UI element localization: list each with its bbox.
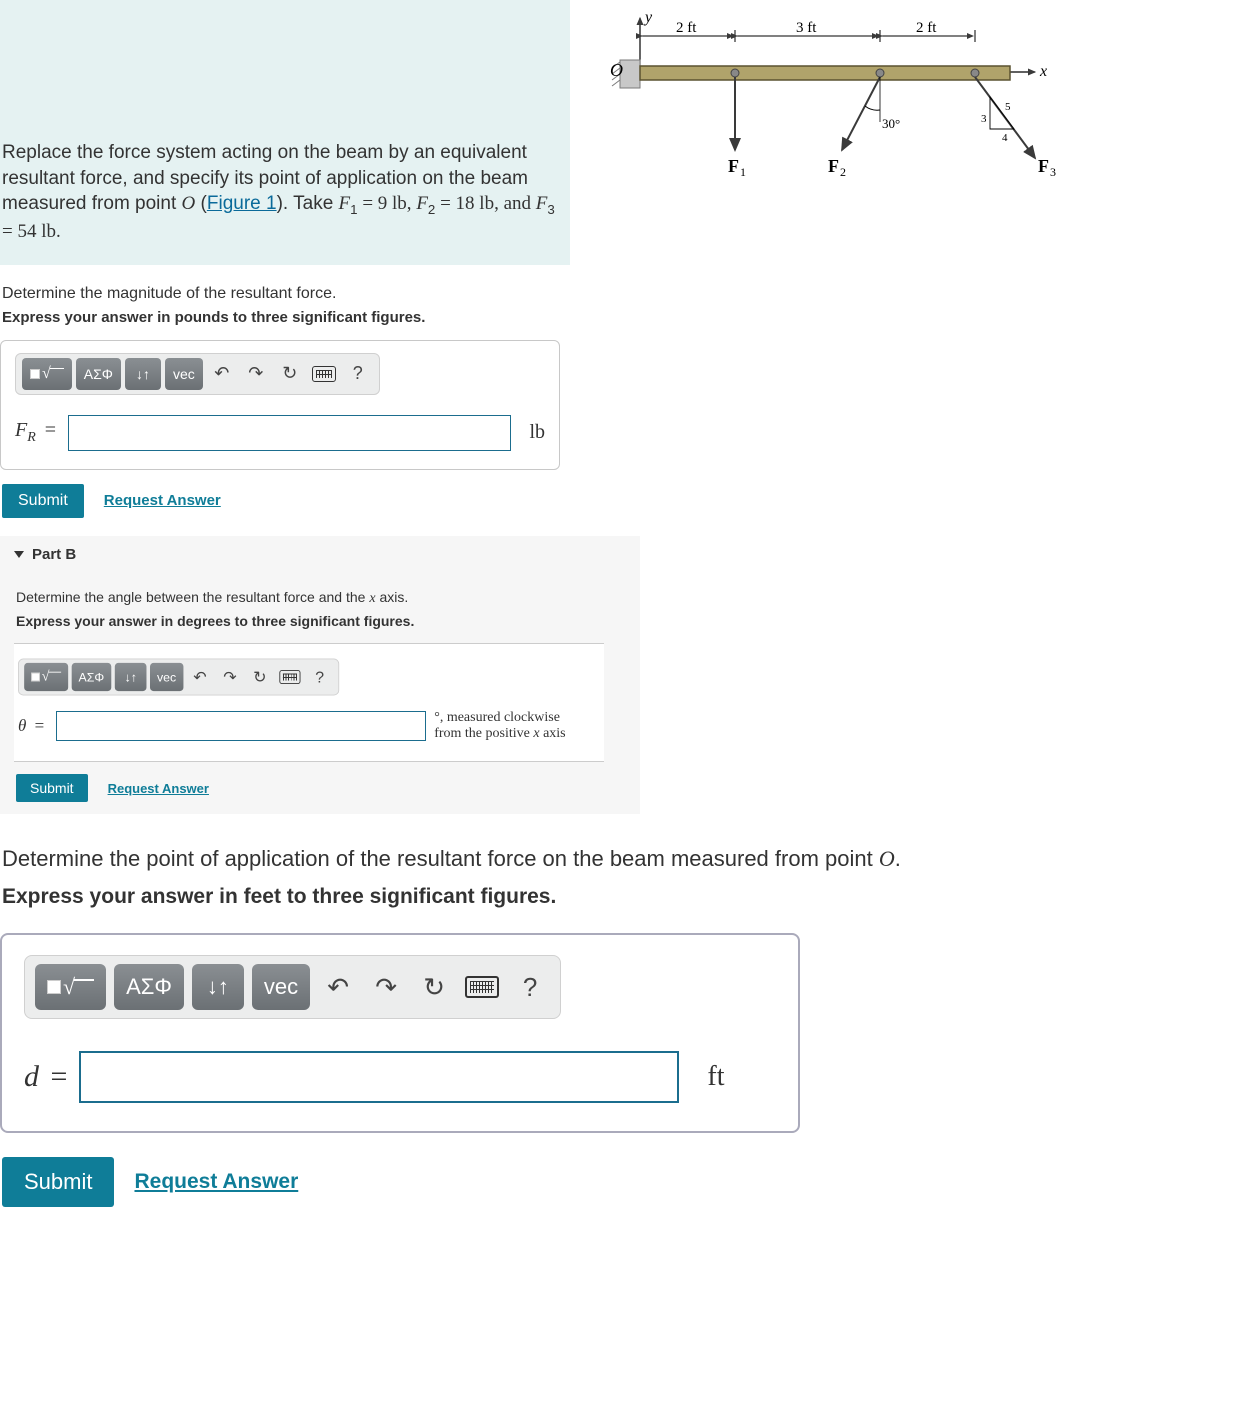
beam-diagram: y x O 2 ft 3 ft bbox=[590, 10, 1070, 210]
dim-1: 2 ft bbox=[676, 20, 697, 36]
part-c-request-answer-link[interactable]: Request Answer bbox=[134, 1170, 298, 1194]
part-c: Determine the point of application of th… bbox=[0, 844, 1241, 1207]
part-c-submit-button[interactable]: Submit bbox=[2, 1157, 114, 1207]
part-a-answer-panel: √ ΑΣΦ ↓↑ vec ↶ ↷ ↻ ? FR = lb bbox=[0, 340, 560, 470]
part-b-title: Part B bbox=[32, 546, 76, 563]
F2-sub: 2 bbox=[840, 165, 846, 179]
keyboard-icon[interactable] bbox=[277, 663, 303, 691]
template-button[interactable]: √ bbox=[24, 663, 68, 691]
f1-var: F bbox=[339, 193, 351, 214]
part-a-submit-button[interactable]: Submit bbox=[2, 484, 84, 518]
redo-button[interactable]: ↷ bbox=[366, 964, 406, 1010]
tri-c: 5 bbox=[1005, 101, 1011, 113]
part-c-input[interactable] bbox=[79, 1051, 679, 1103]
undo-button[interactable]: ↶ bbox=[207, 358, 237, 390]
problem-statement: Replace the force system acting on the b… bbox=[0, 0, 570, 265]
figure: y x O 2 ft 3 ft bbox=[570, 0, 1241, 265]
greek-button[interactable]: ΑΣΦ bbox=[76, 358, 121, 390]
part-b-submit-button[interactable]: Submit bbox=[16, 774, 88, 802]
undo-button[interactable]: ↶ bbox=[318, 964, 358, 1010]
template-button[interactable]: √ bbox=[22, 358, 72, 390]
reset-button[interactable]: ↻ bbox=[414, 964, 454, 1010]
subscript-button[interactable]: ↓↑ bbox=[125, 358, 161, 390]
keyboard-icon[interactable] bbox=[462, 964, 502, 1010]
part-c-toolbar: √ ΑΣΦ ↓↑ vec ↶ ↷ ↻ ? bbox=[24, 955, 561, 1019]
part-a-toolbar: √ ΑΣΦ ↓↑ vec ↶ ↷ ↻ ? bbox=[15, 353, 380, 395]
part-a-request-answer-link[interactable]: Request Answer bbox=[104, 492, 221, 509]
part-b-toolbar: √ ΑΣΦ ↓↑ vec ↶ ↷ ↻ ? bbox=[18, 658, 339, 695]
help-button[interactable]: ? bbox=[343, 358, 373, 390]
chevron-down-icon bbox=[14, 551, 24, 558]
f1-sub: 1 bbox=[350, 202, 357, 217]
tri-a: 3 bbox=[981, 113, 987, 125]
part-c-var: d = bbox=[24, 1060, 71, 1094]
keyboard-icon[interactable] bbox=[309, 358, 339, 390]
vec-button[interactable]: vec bbox=[150, 663, 183, 691]
part-b-answer-panel: √ ΑΣΦ ↓↑ vec ↶ ↷ ↻ ? θ = °, measured clo… bbox=[14, 643, 604, 763]
f3-var: F bbox=[536, 193, 548, 214]
part-c-sub: Express your answer in feet to three sig… bbox=[2, 885, 1241, 909]
part-b-request-answer-link[interactable]: Request Answer bbox=[108, 781, 209, 796]
F1-sub: 1 bbox=[740, 165, 746, 179]
part-a-unit: lb bbox=[529, 421, 545, 444]
part-b-header[interactable]: Part B bbox=[14, 538, 640, 571]
f3-sub: 3 bbox=[547, 202, 554, 217]
F2-label: F bbox=[828, 156, 839, 176]
part-b-var: θ = bbox=[18, 716, 48, 736]
dim-2: 3 ft bbox=[796, 20, 817, 36]
part-b-sub: Express your answer in degrees to three … bbox=[16, 613, 640, 629]
problem-after-link: . Take bbox=[283, 193, 339, 214]
f2-val: = 18 lb, and bbox=[435, 193, 535, 214]
angle-label: 30° bbox=[882, 116, 900, 131]
dim-3: 2 ft bbox=[916, 20, 937, 36]
reset-button[interactable]: ↻ bbox=[275, 358, 305, 390]
part-b-unit-note: °, measured clockwise from the positive … bbox=[434, 710, 584, 744]
part-c-answer-panel: √ ΑΣΦ ↓↑ vec ↶ ↷ ↻ ? d = ft bbox=[0, 933, 800, 1133]
vec-button[interactable]: vec bbox=[165, 358, 203, 390]
template-button[interactable]: √ bbox=[35, 964, 106, 1010]
part-a-sub: Express your answer in pounds to three s… bbox=[2, 309, 1241, 326]
figure-link[interactable]: Figure 1 bbox=[207, 193, 277, 214]
part-a-var: FR = bbox=[15, 419, 60, 446]
part-b: Part B Determine the angle between the r… bbox=[0, 536, 640, 815]
part-a-instr: Determine the magnitude of the resultant… bbox=[2, 285, 1241, 303]
part-c-instr: Determine the point of application of th… bbox=[2, 844, 1241, 875]
x-label: x bbox=[1039, 63, 1047, 80]
f3-val: = 54 lb. bbox=[2, 221, 61, 242]
part-b-instr: Determine the angle between the resultan… bbox=[16, 589, 640, 607]
F3-label: F bbox=[1038, 156, 1049, 176]
F3-sub: 3 bbox=[1050, 165, 1056, 179]
greek-button[interactable]: ΑΣΦ bbox=[114, 964, 184, 1010]
tri-b: 4 bbox=[1002, 132, 1008, 144]
redo-button[interactable]: ↷ bbox=[241, 358, 271, 390]
subscript-button[interactable]: ↓↑ bbox=[192, 964, 244, 1010]
vec-button[interactable]: vec bbox=[252, 964, 310, 1010]
help-button[interactable]: ? bbox=[510, 964, 550, 1010]
f2-var: F bbox=[416, 193, 428, 214]
point-O: O bbox=[182, 193, 196, 214]
part-a: Determine the magnitude of the resultant… bbox=[0, 285, 1241, 518]
F1-label: F bbox=[728, 156, 739, 176]
f1-val: = 9 lb, bbox=[358, 193, 417, 214]
undo-button[interactable]: ↶ bbox=[187, 663, 213, 691]
part-c-unit: ft bbox=[707, 1061, 724, 1093]
greek-button[interactable]: ΑΣΦ bbox=[71, 663, 111, 691]
part-b-input[interactable] bbox=[56, 711, 426, 741]
help-button[interactable]: ? bbox=[306, 663, 332, 691]
reset-button[interactable]: ↻ bbox=[247, 663, 273, 691]
part-a-input[interactable] bbox=[68, 415, 511, 451]
y-label: y bbox=[643, 10, 653, 26]
O-label: O bbox=[610, 60, 623, 80]
redo-button[interactable]: ↷ bbox=[217, 663, 243, 691]
subscript-button[interactable]: ↓↑ bbox=[115, 663, 147, 691]
